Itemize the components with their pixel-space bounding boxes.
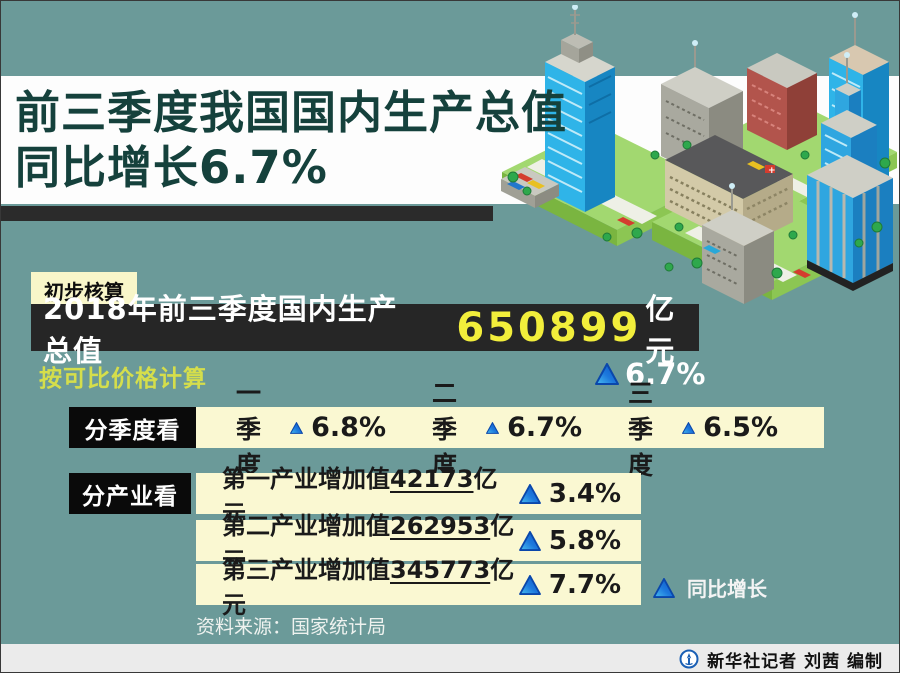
page-title-line2: 同比增长6.7%	[15, 141, 328, 194]
quarter-item: 三季度 6.5%	[628, 374, 778, 482]
quarter-name: 三季度	[628, 378, 654, 480]
gdp-unit: 亿元	[645, 291, 675, 368]
page-title: 前三季度我国国内生产总值 同比增长6.7%	[15, 85, 567, 195]
quarter-section-label: 分季度看	[69, 407, 196, 448]
industry-prefix: 第一产业增加值	[222, 464, 390, 493]
industry-prefix: 第二产业增加值	[222, 511, 390, 540]
industry-text: 第三产业增加值345773亿元	[222, 550, 519, 620]
industry-row: 第一产业增加值42173亿元 3.4%	[196, 465, 641, 528]
city-illustration: +	[501, 5, 897, 304]
industry-growth: 7.7%	[519, 570, 621, 600]
industry-section-label: 分产业看	[69, 473, 191, 514]
building-blue-tower-1	[545, 5, 615, 212]
up-triangle-icon	[519, 575, 541, 595]
legend-label: 同比增长	[687, 577, 767, 601]
industry-row: 第三产业增加值345773亿元 7.7%	[196, 556, 641, 619]
up-triangle-icon	[290, 418, 303, 438]
industry-growth-pct: 3.4%	[548, 478, 621, 509]
industry-text: 第一产业增加值42173亿元	[222, 459, 519, 529]
industry-growth-pct: 7.7%	[548, 569, 621, 600]
gdp-growth-pct: 6.7%	[625, 357, 706, 391]
industry-unit: 亿元	[222, 555, 515, 619]
xinhua-logo-icon	[679, 649, 699, 669]
preliminary-tag: 初步核算	[31, 272, 137, 309]
industry-prefix: 第三产业增加值	[222, 555, 390, 584]
building-gray-front	[702, 183, 774, 304]
gdp-value: 650899	[456, 304, 642, 351]
building-red	[747, 53, 817, 150]
up-triangle-icon	[595, 363, 619, 385]
industry-number: 262953	[390, 511, 491, 540]
industry-growth-pct: 5.8%	[548, 525, 621, 556]
footer: 新华社记者 刘茜 编制	[1, 644, 899, 672]
quarter-growth: 6.7%	[507, 412, 582, 443]
trees	[507, 140, 891, 279]
gdp-growth: 6.7%	[595, 357, 705, 391]
up-triangle-icon	[519, 484, 541, 504]
cars	[617, 161, 811, 278]
industry-unit: 亿元	[222, 464, 498, 528]
quarter-growth: 6.8%	[311, 412, 386, 443]
footer-credit: 新华社记者 刘茜 编制	[707, 651, 883, 672]
source-note: 资料来源：国家统计局	[196, 616, 387, 638]
legend: 同比增长	[653, 573, 767, 602]
gdp-bar: 2018年前三季度国内生产总值 650899 亿元	[31, 292, 699, 368]
industry-row: 第二产业增加值262953亿元 5.8%	[196, 512, 641, 575]
industry-number: 42173	[390, 464, 474, 493]
divider-bar	[1, 206, 493, 221]
page-title-line1: 前三季度我国国内生产总值	[15, 86, 568, 139]
gdp-label: 2018年前三季度国内生产总值	[43, 291, 398, 368]
quarter-bar: 一季度 6.8% 二季度 6.7% 三季度 6.5%	[196, 379, 824, 480]
quarter-section: 分季度看 一季度 6.8% 二季度 6.7% 三季度 6.5%	[69, 379, 824, 480]
svg-text:+: +	[768, 166, 776, 176]
industry-growth: 5.8%	[519, 526, 621, 556]
up-triangle-icon	[486, 418, 499, 438]
industry-number: 345773	[390, 555, 491, 584]
up-triangle-icon	[519, 531, 541, 551]
up-triangle-icon	[682, 418, 695, 438]
quarter-growth: 6.5%	[703, 412, 778, 443]
price-note: 按可比价格计算	[39, 366, 207, 392]
up-triangle-icon	[653, 578, 675, 598]
industry-growth: 3.4%	[519, 479, 621, 509]
